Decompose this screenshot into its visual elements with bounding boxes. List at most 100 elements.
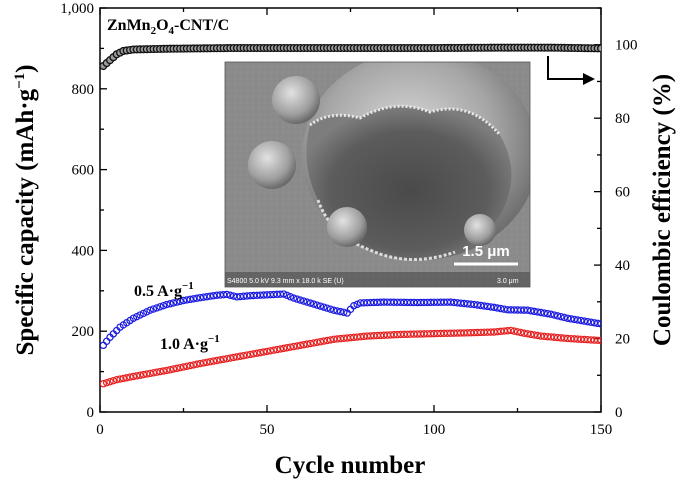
data-point bbox=[306, 339, 315, 348]
data-point bbox=[296, 341, 305, 350]
data-point bbox=[163, 300, 171, 309]
data-point bbox=[497, 304, 505, 313]
x-tick-label: 100 bbox=[423, 422, 446, 438]
data-point bbox=[570, 315, 578, 324]
scale-bar-label: 1.5 μm bbox=[462, 243, 510, 260]
small-sphere bbox=[464, 214, 496, 246]
data-point bbox=[577, 316, 585, 325]
data-point bbox=[153, 368, 161, 376]
data-point bbox=[490, 303, 498, 312]
data-point bbox=[283, 291, 291, 300]
x-tick-label: 0 bbox=[96, 422, 104, 438]
y-left-title-main: Specific capacity (mAh·g bbox=[12, 88, 39, 355]
data-point bbox=[186, 295, 194, 304]
data-point bbox=[533, 308, 542, 316]
data-point bbox=[253, 349, 261, 357]
data-point bbox=[179, 296, 188, 305]
data-point bbox=[580, 317, 589, 325]
sem-footer-left: S4800 5.0 kV 9.3 mm x 18.0 k SE (U) bbox=[227, 278, 344, 285]
data-point bbox=[470, 300, 478, 309]
data-point bbox=[159, 301, 168, 310]
title-mid: O bbox=[156, 17, 168, 34]
data-point bbox=[280, 344, 288, 353]
data-point bbox=[293, 295, 301, 303]
data-point bbox=[597, 320, 601, 328]
data-point bbox=[100, 341, 108, 350]
data-point bbox=[530, 331, 538, 339]
data-point bbox=[326, 305, 335, 313]
data-point bbox=[303, 298, 311, 306]
data-point bbox=[223, 290, 231, 299]
data-point bbox=[206, 292, 214, 300]
x-axis-ticks: 0 50 100 150 bbox=[96, 8, 612, 438]
data-point bbox=[166, 366, 174, 374]
series-label-1p0-sup: −1 bbox=[208, 333, 220, 345]
data-point bbox=[293, 342, 301, 350]
data-point bbox=[249, 350, 258, 358]
data-point bbox=[543, 309, 552, 318]
data-point bbox=[313, 301, 321, 309]
data-point bbox=[333, 307, 341, 315]
data-point bbox=[189, 361, 198, 369]
data-point bbox=[296, 296, 305, 304]
data-point bbox=[203, 293, 211, 301]
data-point bbox=[340, 308, 348, 317]
data-point bbox=[527, 330, 535, 339]
data-point bbox=[116, 375, 124, 383]
data-point bbox=[263, 347, 271, 356]
ce-axis-arrow bbox=[547, 56, 583, 80]
y-right-tick-label: 40 bbox=[615, 258, 630, 274]
y-right-tick-label: 80 bbox=[615, 111, 630, 127]
data-point bbox=[102, 379, 111, 387]
y-right-axis-ticks: 0 20 40 60 80 100 bbox=[594, 7, 638, 421]
data-point bbox=[310, 300, 318, 308]
sem-footer-right: 3.0 μm bbox=[497, 278, 519, 285]
data-point bbox=[203, 358, 211, 367]
data-point bbox=[303, 340, 311, 348]
data-point bbox=[593, 336, 601, 344]
data-point bbox=[223, 354, 231, 363]
y-left-tick-label: 0 bbox=[87, 405, 95, 421]
data-point bbox=[557, 312, 565, 321]
data-point bbox=[563, 314, 572, 322]
data-point bbox=[290, 294, 298, 302]
data-point bbox=[163, 366, 171, 375]
data-point bbox=[283, 344, 291, 352]
y-left-tick-label: 800 bbox=[72, 82, 95, 98]
series-label-1p0: 1.0 A·g−1 bbox=[160, 333, 220, 353]
data-point bbox=[226, 354, 234, 362]
data-point bbox=[596, 44, 601, 53]
data-point bbox=[219, 355, 228, 363]
series-label-0p5: 0.5 A·g−1 bbox=[134, 280, 194, 300]
x-tick-label: 50 bbox=[260, 422, 275, 438]
data-point bbox=[290, 342, 298, 351]
data-point bbox=[193, 360, 201, 368]
data-point bbox=[306, 299, 315, 307]
data-point bbox=[196, 293, 204, 302]
data-point bbox=[156, 367, 164, 376]
data-point bbox=[553, 312, 562, 320]
data-point bbox=[199, 359, 208, 367]
data-point bbox=[323, 336, 331, 345]
y-right-tick-label: 0 bbox=[615, 405, 623, 421]
data-point bbox=[183, 296, 191, 304]
data-point bbox=[143, 370, 151, 378]
data-point bbox=[146, 369, 154, 378]
x-axis-title: Cycle number bbox=[275, 452, 426, 479]
small-sphere bbox=[272, 76, 320, 124]
data-point bbox=[100, 380, 108, 388]
data-point bbox=[139, 370, 148, 379]
data-point bbox=[102, 337, 111, 345]
data-point bbox=[129, 372, 138, 381]
data-point bbox=[353, 300, 361, 309]
data-point bbox=[193, 294, 201, 302]
data-point bbox=[269, 346, 278, 354]
data-point bbox=[233, 353, 241, 361]
data-point bbox=[316, 302, 325, 310]
data-point bbox=[597, 336, 601, 345]
data-point bbox=[169, 365, 178, 373]
data-point bbox=[280, 290, 288, 298]
data-point bbox=[316, 338, 325, 346]
data-point bbox=[169, 299, 178, 307]
